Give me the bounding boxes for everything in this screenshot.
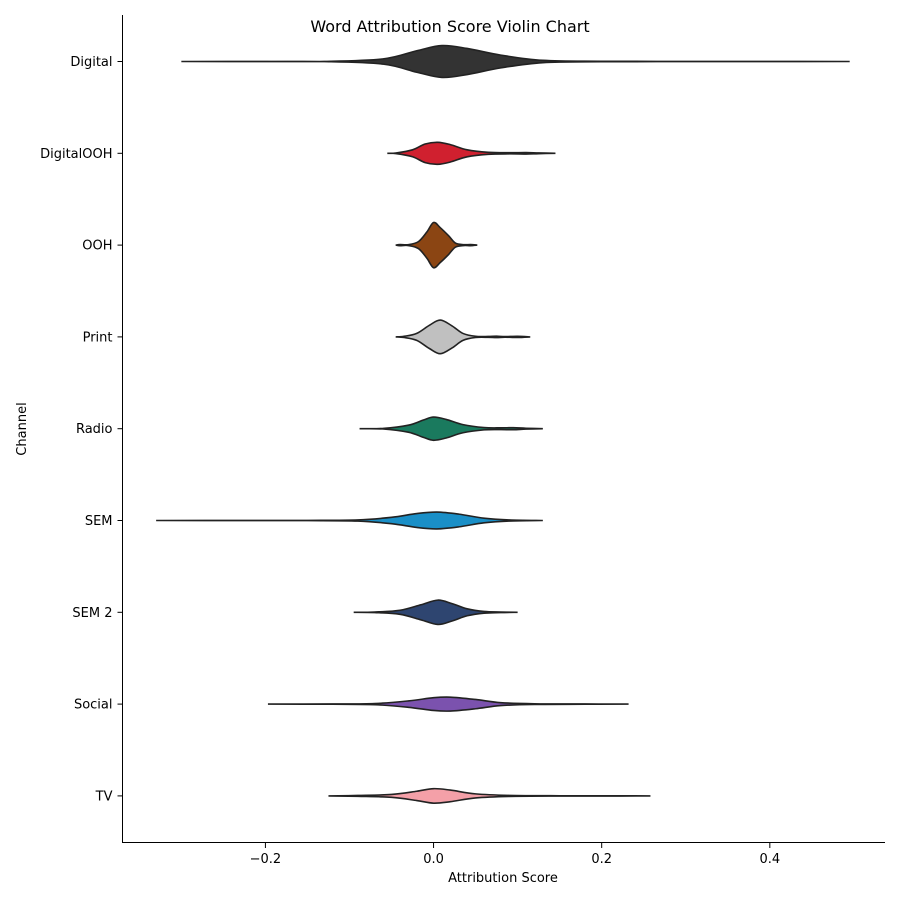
y-axis-label: Channel xyxy=(15,402,30,455)
y-tick-label: TV xyxy=(95,789,113,804)
y-tick-label: Print xyxy=(83,330,113,345)
violin-sem-2 xyxy=(353,599,518,626)
x-tick-label: 0.0 xyxy=(423,852,444,867)
y-tick-label: Digital xyxy=(70,55,112,70)
y-ticks: Digital DigitalOOH OOH Print Radio SEM SEM 2 So… xyxy=(40,55,123,804)
violins xyxy=(156,44,850,804)
y-tick-label: DigitalOOH xyxy=(40,147,112,162)
chart-title: Word Attribution Score Violin Chart xyxy=(310,17,589,36)
x-ticks: −0.2 0.0 0.2 0.4 xyxy=(250,843,780,867)
violin-ooh xyxy=(395,221,478,269)
x-tick-label: −0.2 xyxy=(250,852,282,867)
x-axis-label: Attribution Score xyxy=(448,871,558,886)
x-tick-label: 0.2 xyxy=(591,852,612,867)
y-tick-label: SEM xyxy=(85,514,113,529)
y-tick-label: Radio xyxy=(76,422,113,437)
x-tick-label: 0.4 xyxy=(759,852,780,867)
violin-social xyxy=(267,696,629,712)
y-tick-label: SEM 2 xyxy=(72,606,112,621)
violin-digital xyxy=(181,44,850,79)
y-tick-label: OOH xyxy=(82,239,112,254)
violin-print xyxy=(395,319,531,355)
violin-digitalooh xyxy=(387,141,556,166)
violin-radio xyxy=(359,416,543,442)
violin-sem xyxy=(156,511,543,530)
violin-tv xyxy=(328,787,651,804)
y-tick-label: Social xyxy=(74,698,113,713)
